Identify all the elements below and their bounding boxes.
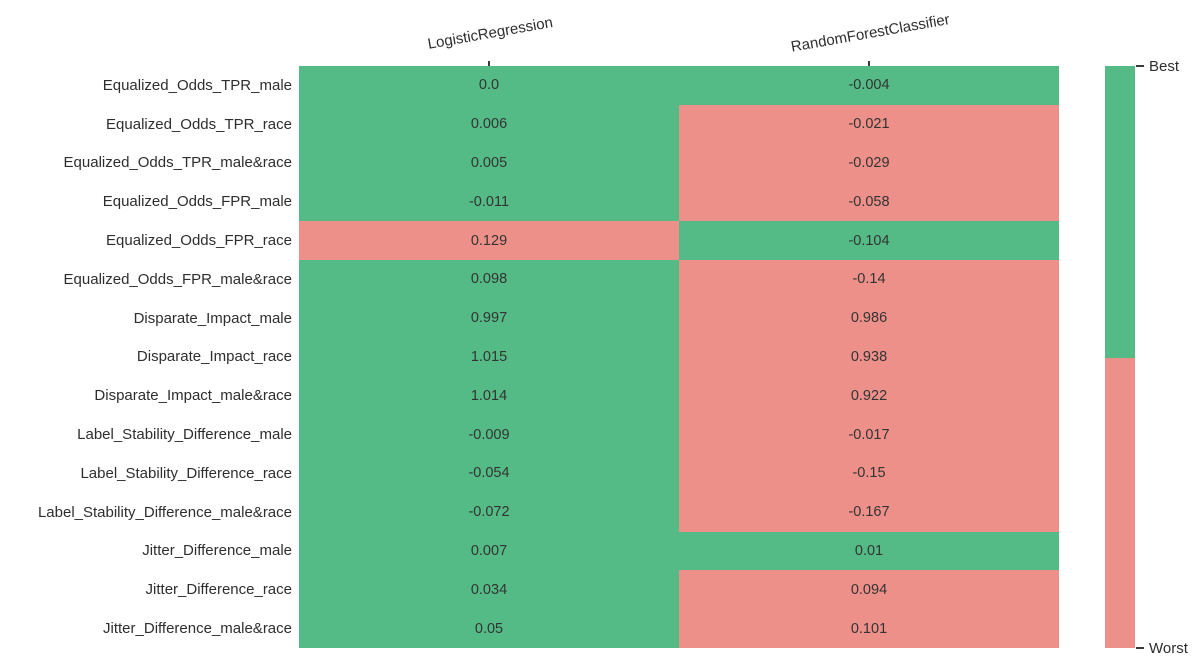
x-axis-tick-col2 (868, 61, 870, 66)
colorbar-label-best: Best (1149, 58, 1180, 75)
colorbar (1105, 66, 1135, 648)
heatmap-cell: 0.006 (299, 104, 679, 144)
heatmap-cell: 0.997 (299, 298, 679, 338)
heatmap-cell: -0.15 (679, 453, 1059, 493)
heatmap-cell: -0.021 (679, 104, 1059, 144)
heatmap-cell: -0.167 (679, 492, 1059, 532)
heatmap-cell: -0.058 (679, 182, 1059, 222)
row-label: Label_Stability_Difference_male (77, 426, 292, 444)
row-label: Equalized_Odds_TPR_male (102, 76, 292, 94)
heatmap-cell: -0.029 (679, 143, 1059, 183)
heatmap-cell: 0.101 (679, 609, 1059, 648)
row-label: Equalized_Odds_TPR_male&race (63, 154, 292, 172)
row-label: Jitter_Difference_race (145, 581, 292, 599)
heatmap-cell: 0.007 (299, 531, 679, 571)
heatmap-grid: 0.0 -0.004 0.006 -0.021 0.005 -0.029 -0.… (299, 66, 1059, 648)
x-axis-tick-col1 (488, 61, 490, 66)
heatmap-cell: -0.054 (299, 453, 679, 493)
row-label: Disparate_Impact_male (133, 309, 292, 327)
colorbar-tick-best (1136, 65, 1144, 67)
heatmap-cell: -0.104 (679, 221, 1059, 260)
heatmap-cell: 1.014 (299, 376, 679, 416)
row-label: Disparate_Impact_race (136, 348, 292, 366)
row-label: Equalized_Odds_FPR_race (106, 232, 292, 250)
heatmap-cell: -0.072 (299, 492, 679, 532)
heatmap-cell: 0.005 (299, 143, 679, 183)
heatmap-cell: 0.05 (299, 609, 679, 648)
heatmap-cell: 0.0 (299, 66, 679, 105)
heatmap-cell: 0.098 (299, 259, 679, 299)
heatmap-cell: -0.14 (679, 259, 1059, 299)
heatmap-cell: -0.004 (679, 66, 1059, 105)
heatmap-cell: 0.094 (679, 570, 1059, 610)
row-label: Equalized_Odds_TPR_race (106, 115, 292, 133)
heatmap-cell: 1.015 (299, 337, 679, 377)
heatmap-cell: -0.017 (679, 415, 1059, 454)
row-label: Disparate_Impact_male&race (94, 387, 292, 405)
colorbar-label-worst: Worst (1149, 640, 1188, 657)
row-label: Equalized_Odds_FPR_male&race (63, 270, 292, 288)
heatmap-cell: 0.986 (679, 298, 1059, 338)
heatmap-cell: -0.011 (299, 182, 679, 222)
row-label: Equalized_Odds_FPR_male (102, 193, 292, 211)
heatmap-cell: 0.034 (299, 570, 679, 610)
colorbar-tick-worst (1136, 647, 1144, 649)
colorbar-worst-segment (1105, 358, 1135, 648)
row-label: Label_Stability_Difference_male&race (37, 503, 292, 521)
heatmap-cell: 0.938 (679, 337, 1059, 377)
colorbar-best-segment (1105, 66, 1135, 359)
heatmap-cell: 0.922 (679, 376, 1059, 416)
row-label: Jitter_Difference_male (142, 542, 292, 560)
heatmap-cell: 0.129 (299, 221, 679, 260)
row-label: Label_Stability_Difference_race (80, 464, 292, 482)
row-label: Jitter_Difference_male&race (103, 620, 292, 638)
heatmap-cell: -0.009 (299, 415, 679, 454)
row-labels: Equalized_Odds_TPR_male Equalized_Odds_T… (0, 66, 292, 648)
heatmap-cell: 0.01 (679, 531, 1059, 571)
